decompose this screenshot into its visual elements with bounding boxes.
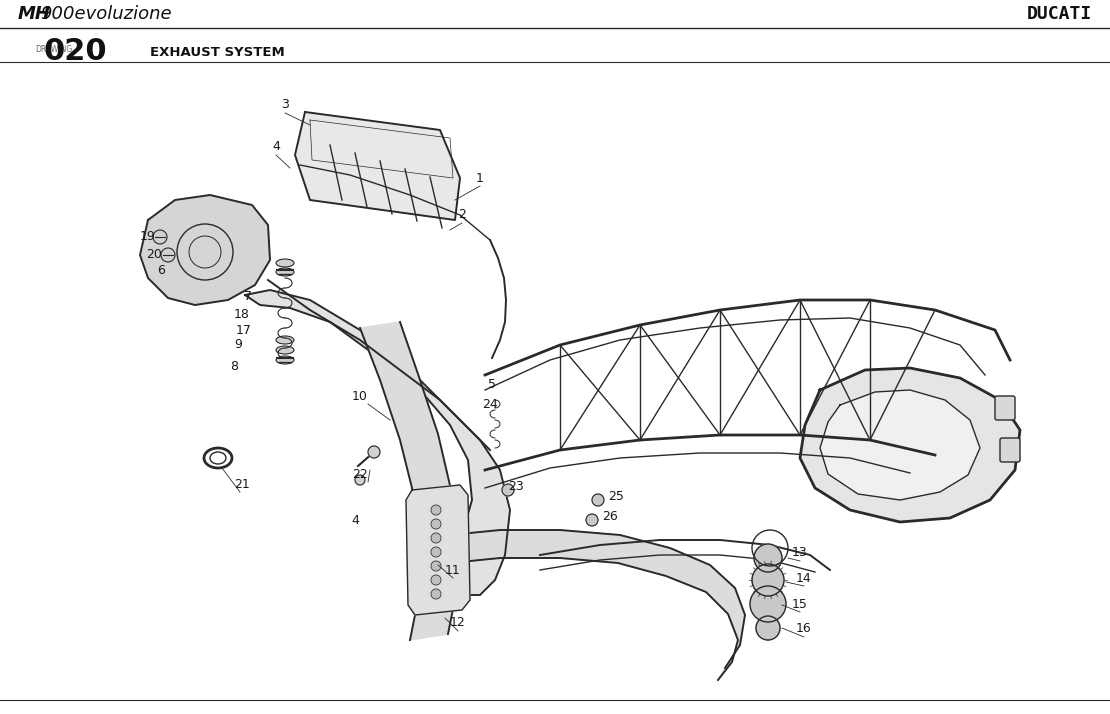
Circle shape [153, 230, 166, 244]
Text: 1: 1 [476, 171, 484, 184]
Ellipse shape [276, 336, 294, 344]
Circle shape [431, 589, 441, 599]
Text: 15: 15 [793, 598, 808, 610]
Circle shape [355, 475, 365, 485]
Circle shape [754, 544, 783, 572]
Ellipse shape [210, 452, 226, 464]
Circle shape [751, 564, 784, 596]
Circle shape [756, 616, 780, 640]
Text: DUCATI: DUCATI [1027, 5, 1092, 23]
Text: 5: 5 [488, 378, 496, 391]
Text: 26: 26 [602, 510, 618, 523]
Text: 13: 13 [793, 546, 808, 560]
Text: MH: MH [18, 5, 51, 23]
FancyBboxPatch shape [995, 396, 1015, 420]
FancyBboxPatch shape [1000, 438, 1020, 462]
Text: 20: 20 [147, 248, 162, 261]
Circle shape [431, 533, 441, 543]
Text: DRAWING: DRAWING [36, 46, 72, 54]
Circle shape [502, 484, 514, 496]
Text: 14: 14 [796, 571, 811, 585]
Circle shape [431, 575, 441, 585]
Text: 18: 18 [234, 308, 250, 321]
Text: 8: 8 [230, 360, 238, 373]
Polygon shape [406, 485, 470, 615]
Text: 11: 11 [445, 563, 461, 576]
Ellipse shape [276, 259, 294, 267]
Text: 3: 3 [281, 99, 289, 111]
Text: 6: 6 [157, 264, 165, 278]
Circle shape [369, 446, 380, 458]
Text: EXHAUST SYSTEM: EXHAUST SYSTEM [150, 46, 285, 59]
Circle shape [431, 547, 441, 557]
Text: 020: 020 [43, 38, 107, 66]
Ellipse shape [276, 346, 294, 354]
Text: 25: 25 [608, 491, 624, 503]
Polygon shape [140, 195, 270, 305]
Text: 7: 7 [244, 291, 252, 303]
Text: 16: 16 [796, 623, 811, 635]
Text: 21: 21 [234, 478, 250, 491]
Text: 2: 2 [458, 208, 466, 221]
Circle shape [431, 561, 441, 571]
Ellipse shape [276, 268, 294, 276]
Circle shape [161, 248, 175, 262]
Text: 9: 9 [234, 338, 242, 351]
Circle shape [750, 586, 786, 622]
Polygon shape [245, 290, 509, 595]
Circle shape [592, 494, 604, 506]
Text: 22: 22 [352, 468, 367, 481]
Text: 24: 24 [482, 398, 498, 411]
Text: 4: 4 [351, 513, 359, 526]
Text: 10: 10 [352, 390, 367, 403]
Ellipse shape [276, 356, 294, 364]
Text: 17: 17 [236, 323, 252, 336]
Text: 23: 23 [508, 481, 524, 493]
Polygon shape [415, 530, 745, 680]
Text: 19: 19 [140, 231, 155, 243]
Text: 4: 4 [272, 141, 280, 154]
Text: 12: 12 [451, 616, 466, 630]
Text: 900evoluzione: 900evoluzione [40, 5, 172, 23]
Circle shape [431, 519, 441, 529]
Polygon shape [295, 112, 460, 220]
Circle shape [431, 505, 441, 515]
Polygon shape [820, 390, 980, 500]
Polygon shape [360, 322, 458, 640]
Polygon shape [800, 368, 1020, 522]
Circle shape [586, 514, 598, 526]
